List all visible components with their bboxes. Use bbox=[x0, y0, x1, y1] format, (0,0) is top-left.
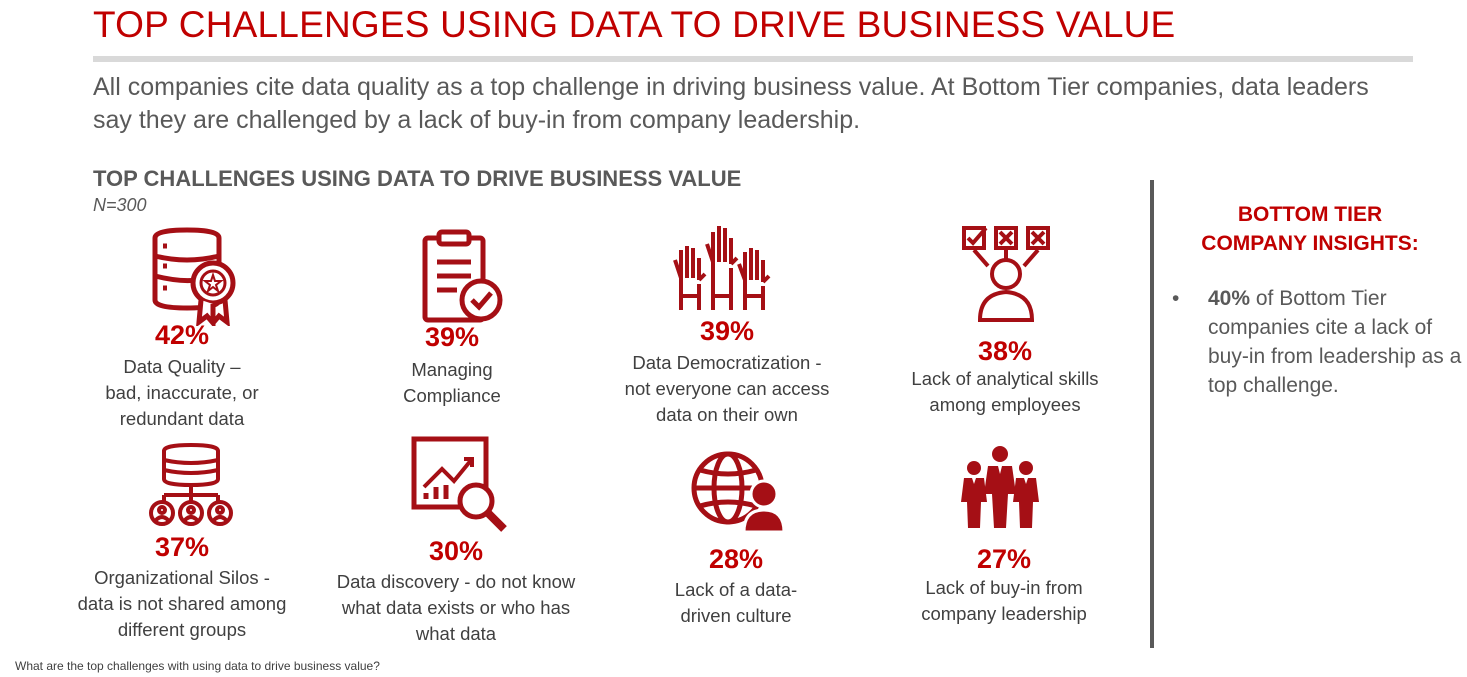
insight-highlight: 40% bbox=[1208, 287, 1251, 310]
vertical-divider bbox=[1150, 180, 1154, 648]
percent-value: 39% bbox=[424, 322, 480, 352]
challenge-card-analytical-skills: 38% Lack of analytical skills among emplo… bbox=[875, 224, 1135, 419]
challenge-card-data-discovery: 30% Data discovery - do not know what dat… bbox=[326, 435, 586, 647]
insights-list: • 40% of Bottom Tier companies cite a la… bbox=[1172, 284, 1462, 400]
footnote: What are the top challenges with using d… bbox=[15, 659, 380, 673]
page-title: TOP CHALLENGES USING DATA TO DRIVE BUSIN… bbox=[93, 4, 1176, 45]
percent-value: 38% bbox=[977, 336, 1033, 366]
challenge-label: Data Democratization - not everyone can a… bbox=[624, 352, 830, 425]
section-heading: TOP CHALLENGES USING DATA TO DRIVE BUSIN… bbox=[93, 166, 742, 191]
raised-hands-icon bbox=[673, 226, 771, 310]
database-award-icon bbox=[152, 227, 236, 326]
challenge-label: Data discovery - do not know what data ex… bbox=[336, 571, 576, 644]
title-divider bbox=[93, 56, 1413, 62]
insights-title: BOTTOM TIER COMPANY INSIGHTS: bbox=[1201, 203, 1419, 255]
challenge-card-buy-in: 27% Lack of buy-in from company leadershi… bbox=[874, 444, 1134, 634]
percent-value: 28% bbox=[708, 544, 764, 574]
challenge-label: Lack of buy-in from company leadership bbox=[921, 577, 1087, 624]
challenge-card-silos: 37% Organizational Silos - data is not sh… bbox=[52, 443, 312, 643]
challenge-card-culture: 28% Lack of a data-driven culture bbox=[606, 448, 866, 633]
challenge-label: Organizational Silos - data is not shared… bbox=[77, 567, 287, 640]
globe-person-icon bbox=[691, 451, 786, 534]
business-team-icon bbox=[961, 446, 1039, 528]
challenge-label: Data Quality – bad, inaccurate, or redunda… bbox=[105, 356, 259, 429]
challenge-card-data-quality: 42% Data Quality – bad, inaccurate, or red… bbox=[52, 220, 312, 435]
summary-text: All companies cite data quality as a top… bbox=[93, 73, 1369, 134]
clipboard-check-icon bbox=[422, 229, 503, 323]
challenge-card-democratization: 39% Data Democratization - not everyone c… bbox=[597, 216, 857, 428]
challenge-card-compliance: 39% Managing Compliance bbox=[322, 220, 582, 420]
percent-value: 27% bbox=[976, 544, 1032, 574]
percent-value: 30% bbox=[428, 536, 484, 566]
challenge-label: Managing Compliance bbox=[403, 359, 501, 406]
chart-magnifier-icon bbox=[411, 436, 507, 532]
sample-size: N=300 bbox=[93, 195, 147, 215]
insight-text: of Bottom Tier companies cite a lack of … bbox=[1208, 287, 1462, 397]
person-checkboxes-icon bbox=[962, 226, 1050, 322]
percent-value: 42% bbox=[154, 320, 210, 350]
insight-item: • 40% of Bottom Tier companies cite a la… bbox=[1172, 284, 1462, 400]
database-network-icon bbox=[149, 443, 233, 526]
challenge-label: Lack of analytical skills among employees bbox=[911, 368, 1099, 415]
bullet-icon: • bbox=[1172, 287, 1180, 310]
percent-value: 39% bbox=[699, 316, 755, 346]
percent-value: 37% bbox=[154, 532, 210, 562]
challenge-label: Lack of a data-driven culture bbox=[674, 579, 798, 626]
